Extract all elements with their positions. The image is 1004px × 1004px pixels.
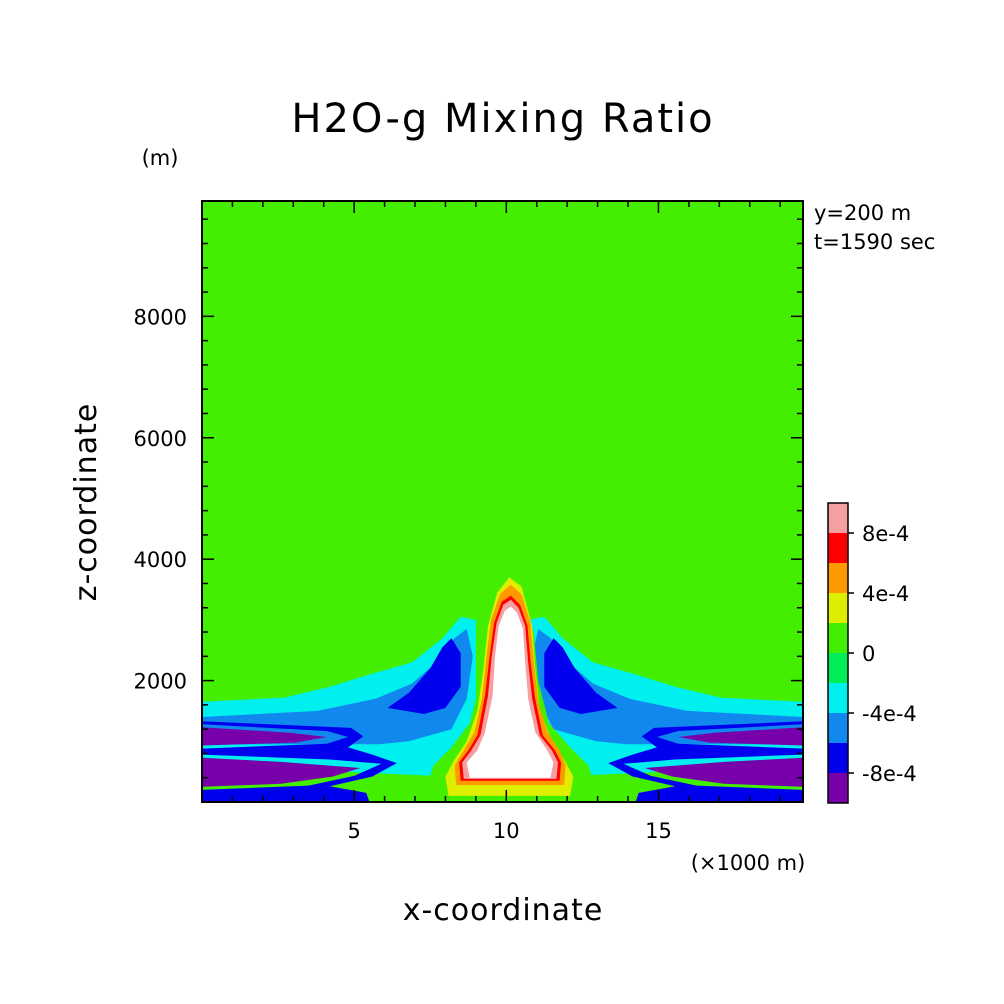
- x-axis-label: x-coordinate: [403, 893, 604, 928]
- time-annotation: t=1590 sec: [814, 230, 935, 254]
- y-tick-label: 2000: [134, 670, 187, 694]
- colorbar-swatch: [828, 593, 848, 623]
- colorbar-swatch: [828, 623, 848, 653]
- contour-region-1: [643, 201, 803, 402]
- colorbar-label: -4e-4: [862, 702, 917, 726]
- x-tick-label: 5: [347, 819, 360, 843]
- contour-region-13: [202, 727, 327, 746]
- chart-title: H2O-g Mixing Ratio: [291, 96, 714, 142]
- y-axis-unit: (m): [142, 146, 179, 170]
- contour-region-0: [202, 201, 373, 402]
- colorbar: [827, 502, 854, 804]
- colorbar-label: 0: [862, 642, 875, 666]
- contour-region-22: [466, 606, 554, 778]
- colorbar-swatch: [828, 653, 848, 683]
- contour-region-15: [678, 727, 803, 746]
- contour-region-10: [544, 638, 618, 714]
- colorbar-label: 8e-4: [862, 522, 909, 546]
- y-axis-label: z-coordinate: [69, 403, 104, 602]
- colorbar-label: -8e-4: [862, 762, 917, 786]
- colorbar-swatch: [828, 533, 848, 563]
- contour-region-14: [202, 757, 361, 787]
- x-tick-label: 10: [493, 819, 520, 843]
- x-tick-labels: 5 10 15: [347, 819, 671, 843]
- contour-region-2: [202, 565, 333, 666]
- y-annotation: y=200 m: [814, 201, 911, 225]
- colorbar-swatch: [828, 743, 848, 773]
- contour-region-9: [387, 638, 461, 714]
- colorbar-swatch: [828, 683, 848, 713]
- colorbar-swatch: [828, 773, 848, 803]
- plot-frame: [201, 200, 804, 803]
- colorbar-swatch: [828, 503, 848, 533]
- contour-region-11: [202, 721, 397, 802]
- colorbar-swatch: [828, 713, 848, 743]
- colorbar-labels: 8e-4 4e-4 0 -4e-4 -8e-4: [862, 522, 917, 786]
- x-axis-unit: (×1000 m): [691, 851, 806, 875]
- contour-region-8: [532, 629, 803, 745]
- y-tick-label: 8000: [134, 305, 187, 329]
- colorbar-swatch: [828, 563, 848, 593]
- contour-region-7: [202, 629, 473, 745]
- contour-layer: [202, 201, 803, 802]
- y-tick-label: 6000: [134, 427, 187, 451]
- colorbar-label: 4e-4: [862, 582, 909, 606]
- y-tick-labels: 2000 4000 6000 8000: [134, 305, 187, 693]
- contour-region-3: [672, 565, 803, 666]
- contour-region-4: [393, 364, 628, 596]
- y-tick-label: 4000: [134, 548, 187, 572]
- contour-region-16: [644, 757, 803, 787]
- contour-region-12: [608, 721, 803, 802]
- x-tick-label: 15: [645, 819, 672, 843]
